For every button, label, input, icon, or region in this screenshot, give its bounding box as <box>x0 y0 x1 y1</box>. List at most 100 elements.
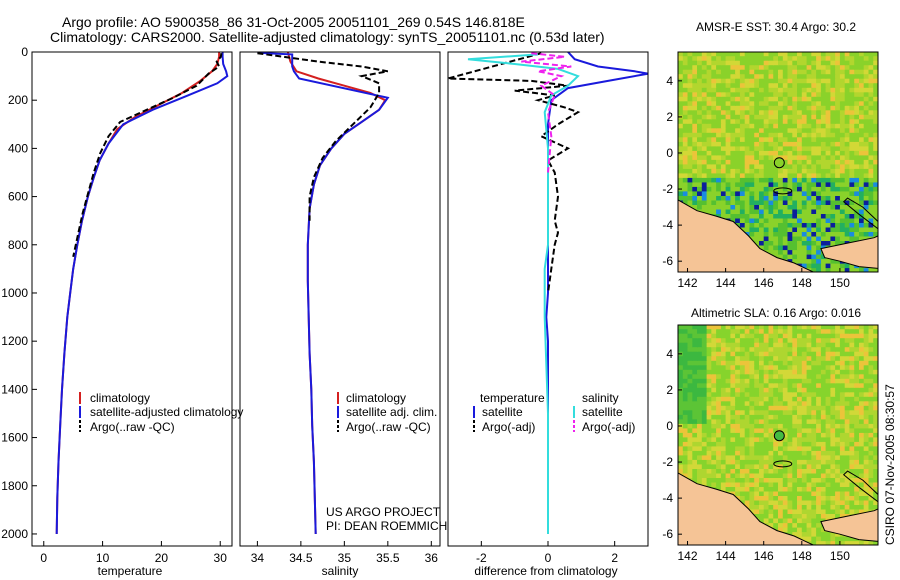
heatmap-cell <box>730 60 736 66</box>
sst-map-title: AMSR-E SST: 30.4 Argo: 30.2 <box>696 20 856 34</box>
heatmap-cell <box>711 96 717 102</box>
heatmap-cell <box>739 100 746 106</box>
heatmap-cell <box>706 387 712 393</box>
heatmap-cell <box>787 87 793 93</box>
heatmap-cell <box>754 427 760 433</box>
heatmap-cell <box>782 373 789 379</box>
heatmap-cell <box>816 522 822 528</box>
heatmap-cell <box>849 351 855 357</box>
heatmap-cell <box>706 364 712 370</box>
heatmap-cell <box>830 414 836 420</box>
heatmap-cell <box>801 477 808 483</box>
heatmap-cell <box>839 105 846 111</box>
heatmap-cell <box>854 82 860 88</box>
heatmap-cell <box>868 504 874 510</box>
heatmap-cell <box>797 490 803 496</box>
heatmap-cell <box>720 172 727 178</box>
heatmap-cell <box>716 114 722 120</box>
heatmap-cell <box>844 136 851 142</box>
heatmap-cell <box>773 373 779 379</box>
heatmap-cell <box>854 499 860 505</box>
heatmap-cell <box>811 222 817 228</box>
heatmap-cell <box>801 181 808 187</box>
heatmap-cell <box>787 450 793 456</box>
x-tick-label: 34 <box>251 551 265 565</box>
heatmap-cell <box>863 495 870 501</box>
heatmap-cell <box>711 172 717 178</box>
heatmap-cell <box>859 145 865 151</box>
series-line-salinity-satellite <box>467 53 580 534</box>
heatmap-cell <box>678 405 684 411</box>
heatmap-cell <box>744 504 751 510</box>
heatmap-cell <box>697 190 703 196</box>
heatmap-cell <box>778 195 784 201</box>
heatmap-cell <box>797 136 803 142</box>
heatmap-cell <box>825 60 831 66</box>
heatmap-cell <box>835 96 841 102</box>
heatmap-cell <box>816 132 822 138</box>
heatmap-cell <box>830 508 836 514</box>
heatmap-cell <box>697 373 703 379</box>
heatmap-cell <box>830 409 836 415</box>
heatmap-cell <box>820 342 827 348</box>
heatmap-cell <box>797 508 803 514</box>
heatmap-cell <box>744 226 751 232</box>
heatmap-cell <box>720 195 727 201</box>
heatmap-cell <box>730 105 736 111</box>
heatmap-cell <box>787 423 793 429</box>
heatmap-cell <box>806 87 812 93</box>
heatmap-cell <box>816 73 822 79</box>
legend-label-argo: Argo(..raw -QC) <box>346 420 431 434</box>
heatmap-cell <box>711 405 717 411</box>
heatmap-cell <box>816 109 822 115</box>
heatmap-cell <box>839 409 846 415</box>
heatmap-cell <box>678 360 684 366</box>
heatmap-cell <box>687 423 693 429</box>
heatmap-cell <box>844 114 851 120</box>
heatmap-cell <box>801 168 808 174</box>
heatmap-cell <box>868 427 874 433</box>
heatmap-cell <box>725 333 731 339</box>
heatmap-cell <box>773 472 779 478</box>
heatmap-cell <box>825 114 831 120</box>
heatmap-cell <box>759 235 765 241</box>
heatmap-cell <box>697 436 703 442</box>
heatmap-cell <box>749 378 755 384</box>
heatmap-cell <box>854 414 860 420</box>
heatmap-cell <box>682 342 689 348</box>
heatmap-cell <box>787 472 793 478</box>
heatmap-cell <box>735 150 741 156</box>
heatmap-cell <box>778 508 784 514</box>
heatmap-cell <box>682 373 689 379</box>
heatmap-cell <box>730 346 736 352</box>
heatmap-cell <box>820 159 827 165</box>
heatmap-cell <box>763 499 770 505</box>
heatmap-cell <box>801 405 808 411</box>
heatmap-cell <box>701 459 708 465</box>
heatmap-cell <box>778 445 784 451</box>
heatmap-cell <box>844 508 851 514</box>
heatmap-cell <box>849 226 855 232</box>
heatmap-cell <box>797 186 803 192</box>
heatmap-cell <box>697 168 703 174</box>
heatmap-cell <box>706 73 712 79</box>
heatmap-cell <box>859 337 865 343</box>
heatmap-cell <box>735 186 741 192</box>
salinity-panel: 34 34.5 35 35.5 36 salinity climatology sate… <box>239 51 447 578</box>
heatmap-cell <box>692 168 698 174</box>
heatmap-cell <box>859 396 865 402</box>
heatmap-cell <box>782 163 789 169</box>
heatmap-cell <box>716 391 722 397</box>
heatmap-cell <box>787 118 793 124</box>
heatmap-cell <box>678 396 684 402</box>
heatmap-cell <box>797 364 803 370</box>
heatmap-cell <box>716 78 722 84</box>
heatmap-cell <box>706 373 712 379</box>
temperature-axes-frame <box>31 51 233 547</box>
heatmap-cell <box>849 400 855 406</box>
heatmap-cell <box>820 258 827 264</box>
heatmap-cell <box>801 145 808 151</box>
heatmap-cell <box>778 91 784 97</box>
heatmap-cell <box>782 82 789 88</box>
